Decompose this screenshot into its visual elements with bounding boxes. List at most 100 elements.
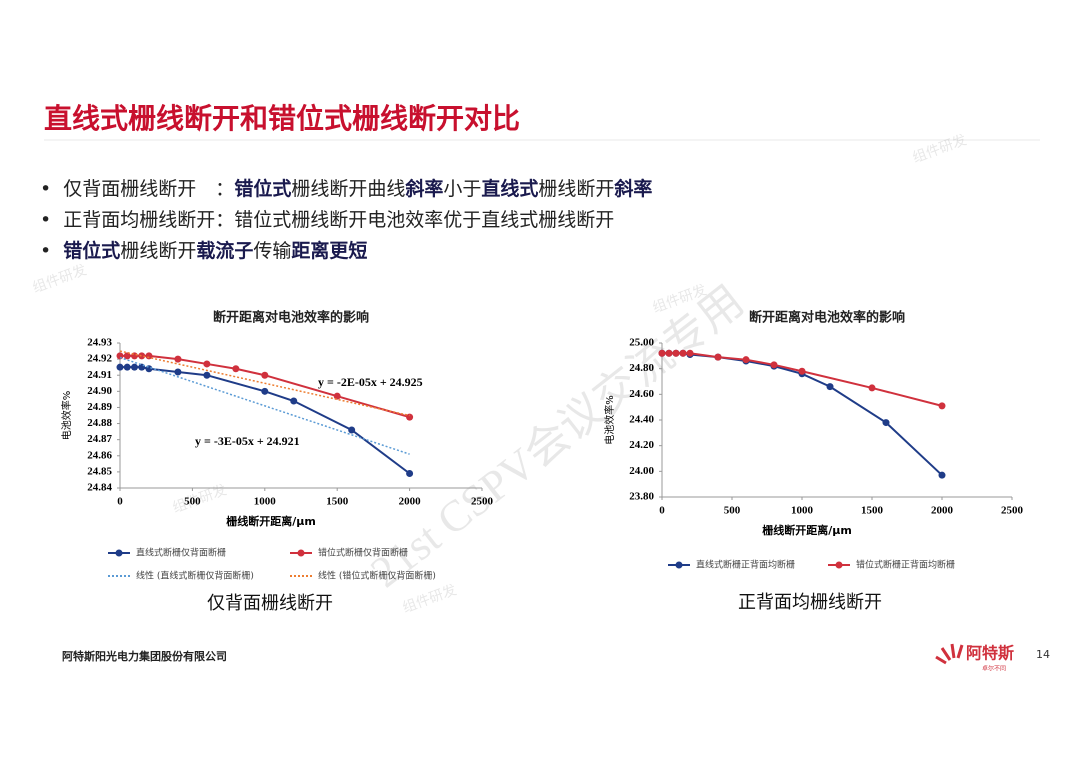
series-line bbox=[662, 352, 943, 407]
bullet: • 正背面均栅线断开：错位式栅线断开电池效率优于直线式栅线断开 bbox=[40, 209, 615, 231]
x-tick-label: 1500 bbox=[326, 496, 349, 508]
bullet-run: 传输 bbox=[253, 240, 292, 262]
y-tick-label: 23.80 bbox=[629, 491, 654, 503]
bullet-run: 斜率 bbox=[405, 178, 444, 200]
data-point bbox=[938, 471, 946, 479]
x-tick-label: 1000 bbox=[254, 496, 277, 508]
legend-label: 线性 (直线式断栅仅背面断栅) bbox=[136, 570, 254, 582]
data-point bbox=[686, 349, 694, 357]
y-axis-label: 电池效率% bbox=[60, 391, 73, 441]
data-point bbox=[145, 365, 153, 373]
data-point bbox=[826, 383, 834, 391]
data-point bbox=[679, 349, 687, 357]
legend-label: 直线式断栅正背面均断栅 bbox=[696, 559, 795, 571]
x-tick-label: 0 bbox=[117, 496, 123, 508]
trend-line bbox=[119, 350, 410, 417]
legend-label: 错位式断栅仅背面断栅 bbox=[318, 547, 408, 559]
data-point bbox=[333, 392, 341, 400]
data-point bbox=[203, 371, 211, 379]
x-tick-label: 2500 bbox=[1001, 505, 1024, 517]
x-tick-label: 2000 bbox=[399, 496, 422, 508]
slide-title: 直线式栅线断开和错位式栅线断开对比 bbox=[44, 102, 520, 135]
y-tick-label: 24.88 bbox=[87, 417, 112, 429]
data-point bbox=[658, 349, 666, 357]
legend-marker bbox=[835, 561, 843, 569]
data-point bbox=[406, 470, 414, 477]
x-tick-label: 500 bbox=[184, 496, 201, 508]
x-tick-label: 500 bbox=[724, 505, 741, 517]
y-tick-label: 24.80 bbox=[629, 362, 654, 374]
y-tick-label: 24.60 bbox=[629, 388, 654, 400]
chart-title: 断开距离对电池效率的影响 bbox=[213, 310, 369, 326]
legend-marker bbox=[297, 549, 305, 557]
bullet-run: 错位式 bbox=[234, 178, 292, 200]
footer-company: 阿特斯阳光电力集团股份有限公司 bbox=[62, 649, 227, 663]
bullet-run: 仅背面栅线断开 ： bbox=[63, 178, 235, 200]
data-point bbox=[203, 360, 211, 368]
legend-label: 线性 (错位式断栅仅背面断栅) bbox=[318, 570, 436, 582]
x-tick-label: 2500 bbox=[471, 496, 494, 508]
legend-label: 错位式断栅正背面均断栅 bbox=[856, 559, 955, 571]
y-tick-label: 24.90 bbox=[87, 385, 112, 397]
trend-line bbox=[119, 356, 410, 455]
data-point bbox=[232, 365, 240, 373]
y-tick-label: 24.20 bbox=[629, 439, 654, 451]
y-tick-label: 24.87 bbox=[87, 433, 112, 445]
y-tick-label: 24.00 bbox=[629, 465, 654, 477]
data-point bbox=[123, 363, 131, 371]
data-point bbox=[123, 352, 131, 360]
bullet-run: 正背面均栅线断开：错位式栅线断开电池效率优于直线式栅线断开 bbox=[63, 209, 615, 231]
data-point bbox=[174, 355, 182, 363]
bullet-run: 小于 bbox=[443, 178, 482, 200]
y-tick-label: 24.92 bbox=[87, 353, 112, 365]
bullet-run: 斜率 bbox=[614, 178, 653, 200]
data-point bbox=[174, 368, 182, 376]
data-point bbox=[348, 426, 356, 434]
data-point bbox=[116, 352, 124, 360]
logo-icon bbox=[935, 643, 964, 665]
legend-label: 直线式断栅仅背面断栅 bbox=[136, 547, 226, 559]
y-axis-label: 电池效率% bbox=[603, 395, 616, 445]
bullet: • 仅背面栅线断开 ：错位式栅线断开曲线斜率小于直线式栅线断开斜率 bbox=[40, 178, 653, 200]
data-point bbox=[261, 387, 269, 395]
data-point bbox=[130, 363, 138, 371]
annotation: y = -2E-05x + 24.925 bbox=[318, 375, 423, 389]
chart-title: 断开距离对电池效率的影响 bbox=[749, 310, 905, 326]
y-tick-label: 25.00 bbox=[629, 337, 654, 349]
bullet-text: 正背面均栅线断开：错位式栅线断开电池效率优于直线式栅线断开 bbox=[63, 209, 614, 231]
data-point bbox=[798, 367, 806, 375]
y-tick-label: 24.85 bbox=[87, 465, 112, 477]
data-point bbox=[290, 397, 298, 405]
data-point bbox=[742, 356, 750, 364]
y-tick-label: 24.91 bbox=[87, 369, 112, 381]
bullet-run: 载流子 bbox=[196, 240, 254, 262]
x-tick-label: 0 bbox=[659, 505, 665, 517]
data-point bbox=[868, 384, 876, 392]
caption: 正背面均栅线断开 bbox=[738, 592, 882, 613]
y-tick-label: 24.93 bbox=[87, 337, 112, 349]
data-point bbox=[665, 349, 673, 357]
y-tick-label: 24.86 bbox=[87, 449, 112, 461]
bullet: • 错位式栅线断开载流子传输距离更短 bbox=[40, 240, 368, 262]
watermark: 组件研发 bbox=[401, 582, 459, 616]
data-point bbox=[714, 353, 722, 361]
data-point bbox=[145, 352, 153, 360]
y-tick-label: 24.40 bbox=[629, 414, 654, 426]
data-point bbox=[672, 349, 680, 357]
bullet-run: 错位式 bbox=[63, 240, 121, 262]
bullet-run: 距离更短 bbox=[291, 240, 368, 262]
x-axis-label: 栅线断开距离/μm bbox=[226, 514, 316, 528]
bullet-text: 仅背面栅线断开 ：错位式栅线断开曲线斜率小于直线式栅线断开斜率 bbox=[63, 178, 652, 200]
legend-marker bbox=[675, 561, 683, 569]
logo-tagline: 卓尔不同 bbox=[982, 665, 1006, 673]
y-tick-label: 24.84 bbox=[87, 482, 112, 494]
data-point bbox=[116, 363, 124, 371]
bullet-run: 栅线断开 bbox=[120, 240, 197, 262]
page-number: 14 bbox=[1036, 648, 1050, 661]
bullet-text: 错位式栅线断开载流子传输距离更短 bbox=[63, 240, 367, 262]
data-point bbox=[938, 402, 946, 410]
watermark: 组件研发 bbox=[31, 262, 89, 296]
watermark: 组件研发 bbox=[911, 132, 969, 166]
